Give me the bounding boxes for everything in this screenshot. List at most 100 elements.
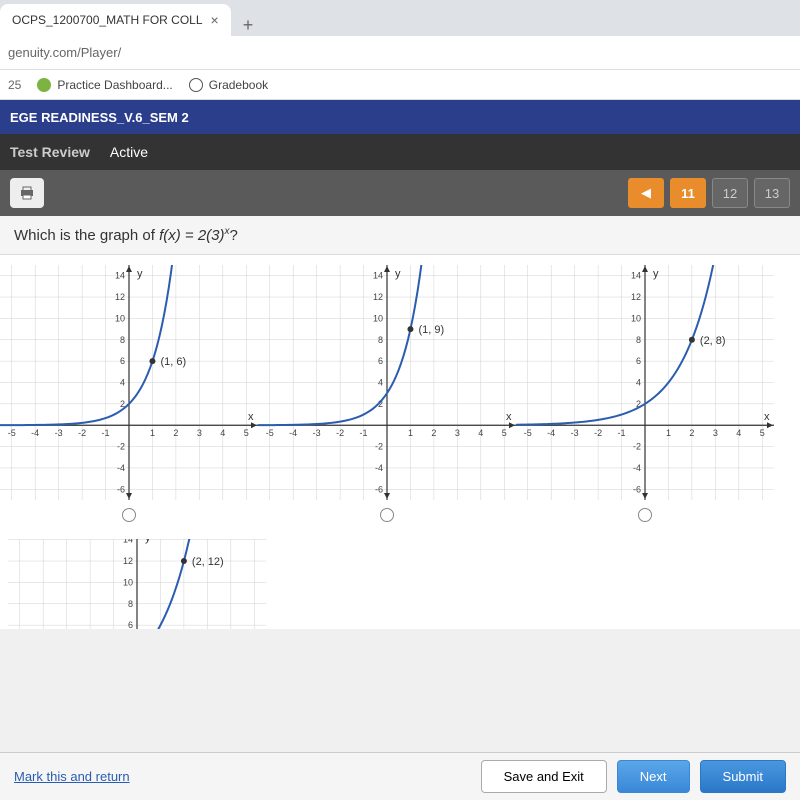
bookmark-gradebook[interactable]: Gradebook: [189, 78, 268, 92]
svg-text:1: 1: [666, 428, 671, 438]
svg-text:2: 2: [173, 428, 178, 438]
svg-text:(2, 12): (2, 12): [192, 556, 224, 568]
test-review-label: Test Review: [10, 144, 90, 160]
svg-text:(1, 6): (1, 6): [160, 356, 186, 368]
svg-text:2: 2: [431, 428, 436, 438]
svg-text:-4: -4: [547, 428, 555, 438]
nav-prev-button[interactable]: ◀: [628, 178, 664, 208]
footer-bar: Mark this and return Save and Exit Next …: [0, 752, 800, 800]
svg-text:y: y: [137, 268, 143, 280]
radio-option-3[interactable]: [638, 508, 652, 522]
toolbar: ◀ 11 12 13: [0, 170, 800, 216]
svg-text:6: 6: [120, 356, 125, 366]
svg-text:-2: -2: [375, 442, 383, 452]
browser-tab[interactable]: OCPS_1200700_MATH FOR COLL ×: [0, 4, 231, 36]
svg-text:-4: -4: [375, 463, 383, 473]
graph-plot: -5-4-3-2-112345-6-4-22468101214yx(1, 6): [0, 265, 258, 500]
nav-item-12[interactable]: 12: [712, 178, 748, 208]
graph-option-4[interactable]: -5-4-3-2-112345-6-4-22468101214y(2, 12): [0, 539, 266, 629]
radio-option-2[interactable]: [380, 508, 394, 522]
svg-text:y: y: [395, 268, 401, 280]
print-button[interactable]: [10, 178, 44, 208]
graphs-area: -5-4-3-2-112345-6-4-22468101214yx(1, 6)-…: [0, 255, 800, 629]
graph-option-1[interactable]: -5-4-3-2-112345-6-4-22468101214yx(1, 6): [0, 265, 258, 535]
svg-text:6: 6: [378, 356, 383, 366]
graph-plot: -5-4-3-2-112345-6-4-22468101214y(2, 12): [8, 539, 266, 629]
graph-plot: -5-4-3-2-112345-6-4-22468101214yx(2, 8): [516, 265, 774, 500]
svg-text:4: 4: [636, 378, 641, 388]
svg-text:10: 10: [123, 577, 133, 587]
svg-text:-6: -6: [117, 484, 125, 494]
svg-text:1: 1: [408, 428, 413, 438]
svg-text:6: 6: [636, 356, 641, 366]
practice-icon: [37, 78, 51, 92]
svg-text:-3: -3: [571, 428, 579, 438]
globe-icon: [189, 78, 203, 92]
svg-text:4: 4: [120, 378, 125, 388]
svg-text:3: 3: [455, 428, 460, 438]
graph-option-3[interactable]: -5-4-3-2-112345-6-4-22468101214yx(2, 8): [516, 265, 774, 535]
status-bar: Test Review Active: [0, 134, 800, 170]
svg-text:6: 6: [128, 620, 133, 629]
mark-return-link[interactable]: Mark this and return: [14, 769, 130, 784]
svg-text:-6: -6: [633, 484, 641, 494]
svg-text:4: 4: [378, 378, 383, 388]
svg-text:(1, 9): (1, 9): [418, 324, 444, 336]
next-button[interactable]: Next: [617, 760, 690, 793]
close-icon[interactable]: ×: [211, 12, 219, 28]
svg-text:14: 14: [373, 271, 383, 281]
question-text: Which is the graph of f(x) = 2(3)x?: [0, 216, 800, 255]
svg-text:14: 14: [115, 271, 125, 281]
svg-text:-2: -2: [594, 428, 602, 438]
footer-buttons: Save and Exit Next Submit: [481, 760, 786, 793]
svg-text:-4: -4: [31, 428, 39, 438]
svg-text:3: 3: [197, 428, 202, 438]
svg-text:8: 8: [378, 335, 383, 345]
svg-text:(2, 8): (2, 8): [700, 335, 726, 347]
svg-text:-2: -2: [336, 428, 344, 438]
url-bar[interactable]: genuity.com/Player/: [0, 36, 800, 70]
svg-text:-3: -3: [313, 428, 321, 438]
svg-text:y: y: [653, 268, 659, 280]
svg-text:5: 5: [244, 428, 249, 438]
svg-text:-1: -1: [618, 428, 626, 438]
svg-text:12: 12: [123, 556, 133, 566]
svg-text:2: 2: [689, 428, 694, 438]
radio-option-1[interactable]: [122, 508, 136, 522]
svg-text:-6: -6: [375, 484, 383, 494]
svg-text:10: 10: [373, 313, 383, 323]
svg-text:10: 10: [631, 313, 641, 323]
nav-item-13[interactable]: 13: [754, 178, 790, 208]
svg-text:4: 4: [736, 428, 741, 438]
svg-text:1: 1: [150, 428, 155, 438]
save-exit-button[interactable]: Save and Exit: [481, 760, 607, 793]
graph-option-2[interactable]: -5-4-3-2-112345-6-4-22468101214yx(1, 9): [258, 265, 516, 535]
graph-plot: -5-4-3-2-112345-6-4-22468101214yx(1, 9): [258, 265, 516, 500]
svg-text:-2: -2: [633, 442, 641, 452]
svg-text:12: 12: [631, 292, 641, 302]
svg-text:5: 5: [502, 428, 507, 438]
tab-title: OCPS_1200700_MATH FOR COLL: [12, 13, 203, 27]
new-tab-button[interactable]: +: [231, 15, 266, 36]
svg-text:5: 5: [760, 428, 765, 438]
svg-text:-1: -1: [102, 428, 110, 438]
svg-text:-2: -2: [78, 428, 86, 438]
svg-text:-1: -1: [360, 428, 368, 438]
svg-text:12: 12: [373, 292, 383, 302]
svg-text:y: y: [145, 539, 151, 544]
browser-tab-bar: OCPS_1200700_MATH FOR COLL × +: [0, 0, 800, 36]
content-area: Which is the graph of f(x) = 2(3)x? -5 -4…: [0, 216, 800, 629]
svg-text:-5: -5: [266, 428, 274, 438]
svg-text:12: 12: [115, 292, 125, 302]
svg-text:-4: -4: [117, 463, 125, 473]
submit-button[interactable]: Submit: [700, 760, 786, 793]
course-title-bar: EGE READINESS_V.6_SEM 2: [0, 100, 800, 134]
bookmark-practice[interactable]: Practice Dashboard...: [37, 78, 172, 92]
svg-text:10: 10: [115, 313, 125, 323]
svg-text:8: 8: [128, 599, 133, 609]
question-nav: ◀ 11 12 13: [628, 178, 790, 208]
svg-text:x: x: [248, 411, 254, 423]
svg-text:8: 8: [636, 335, 641, 345]
nav-item-11[interactable]: 11: [670, 178, 706, 208]
svg-text:-4: -4: [633, 463, 641, 473]
